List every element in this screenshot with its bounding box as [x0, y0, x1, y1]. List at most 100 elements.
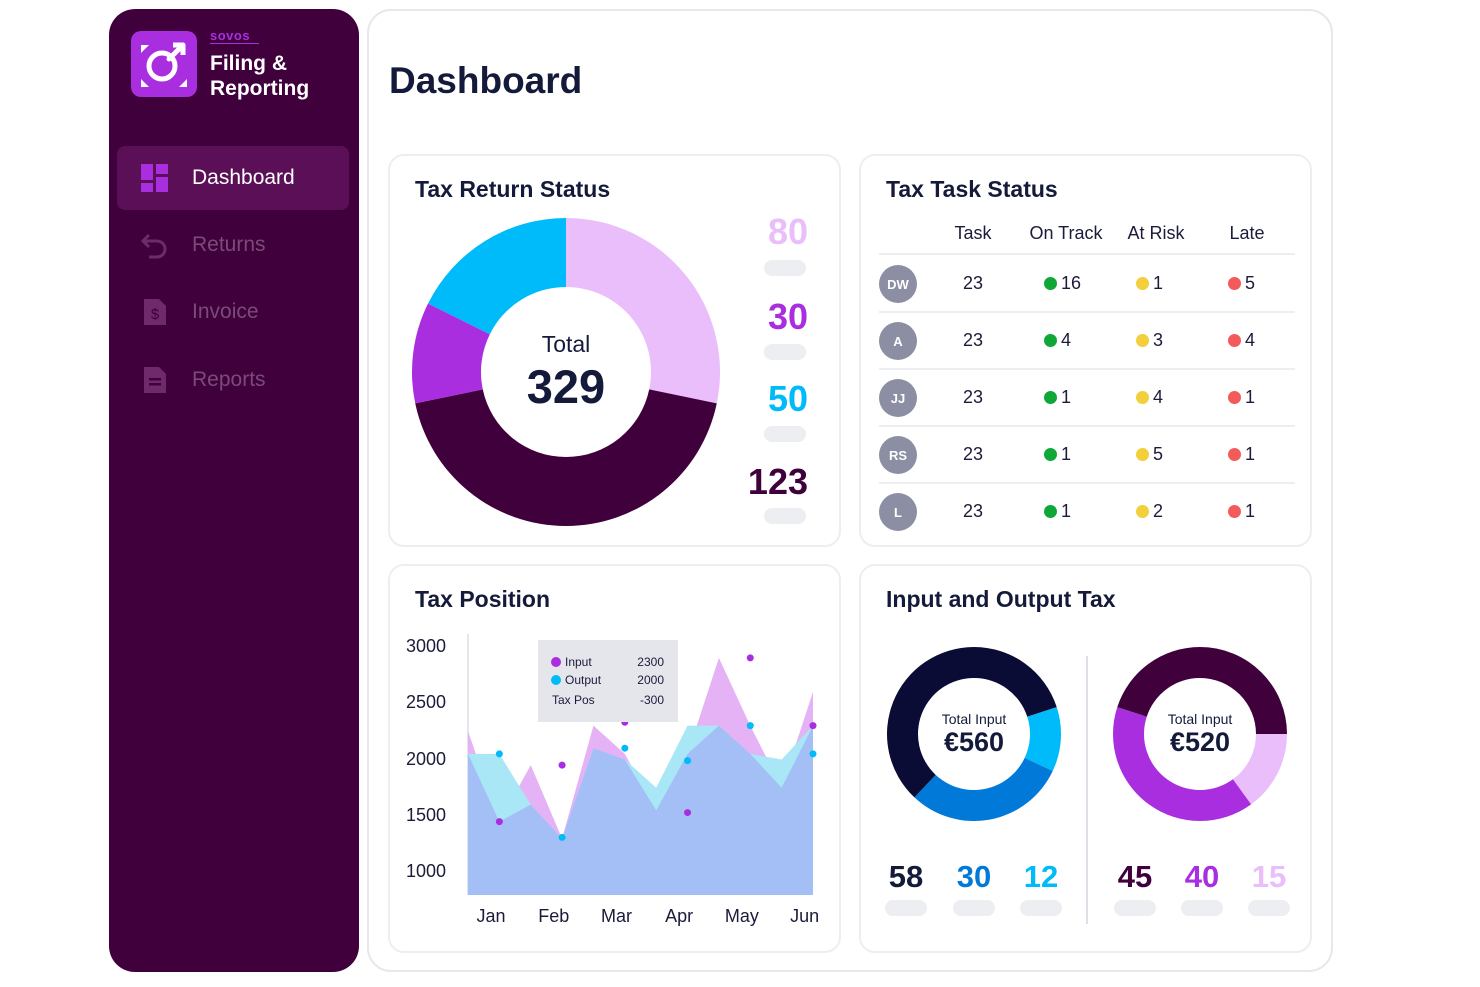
avatar: L: [879, 493, 917, 531]
tooltip-label: Output: [565, 673, 602, 687]
on-track-value: 16: [1061, 273, 1082, 293]
at-risk-value: 3: [1153, 330, 1164, 350]
input-output-donuts: [887, 647, 1287, 924]
late-stat: 1: [1228, 444, 1255, 465]
tooltip-value: -300: [639, 693, 664, 707]
on-track-dot-icon: [1044, 505, 1057, 518]
sidebar-item-reports[interactable]: Reports: [117, 348, 349, 412]
tooltip-row-output: Output: [551, 673, 601, 687]
input-output-tax-card: Input and Output Tax Total Input €560 To…: [859, 564, 1312, 953]
tooltip-label: Tax Pos: [552, 693, 595, 707]
late-dot-icon: [1228, 448, 1241, 461]
segment-value: 15: [1251, 859, 1287, 894]
legend-pill: [1248, 900, 1290, 916]
late-value: 5: [1245, 273, 1256, 293]
late-value: 1: [1245, 501, 1256, 521]
donut-total-value: 329: [526, 360, 606, 413]
return-arrow-icon: [141, 233, 167, 259]
late-stat: 1: [1228, 387, 1255, 408]
legend-pill: [1114, 900, 1156, 916]
data-point-output[interactable]: [558, 833, 566, 841]
legend-pill: [1181, 900, 1223, 916]
data-point-output[interactable]: [621, 744, 629, 752]
late-value: 1: [1245, 387, 1256, 407]
tax-return-donut: [412, 218, 720, 526]
task-count: 23: [962, 273, 984, 293]
donut-slice: [566, 218, 720, 404]
at-risk-dot-icon: [1136, 448, 1149, 461]
data-point-input[interactable]: [495, 818, 503, 826]
data-point-output[interactable]: [809, 750, 817, 758]
task-count: 23: [962, 501, 984, 521]
x-tick-label: Jan: [476, 906, 506, 926]
row-divider: [879, 311, 1295, 313]
segment-value: 45: [1117, 859, 1153, 894]
on-track-dot-icon: [1044, 391, 1057, 404]
donut-slice: [1200, 647, 1287, 734]
tax-task-status-card: Tax Task Status Task On Track At Risk La…: [859, 154, 1312, 547]
data-point-output[interactable]: [684, 757, 692, 765]
column-header-late: Late: [1229, 223, 1265, 243]
late-dot-icon: [1228, 334, 1241, 347]
page-title: Dashboard: [389, 60, 583, 101]
column-header-on-track: On Track: [1029, 223, 1103, 243]
on-track-stat: 1: [1044, 387, 1071, 408]
dashboard-grid-icon: [141, 164, 168, 192]
tooltip-value: 2300: [637, 655, 664, 669]
at-risk-stat: 3: [1136, 330, 1163, 351]
donut-label: Total Input: [1167, 711, 1233, 727]
row-divider: [879, 425, 1295, 427]
legend-pill: [764, 344, 806, 360]
late-stat: 1: [1228, 501, 1255, 522]
card-title: Tax Position: [415, 586, 551, 612]
column-header-at-risk: At Risk: [1127, 223, 1185, 243]
legend-value: 50: [767, 378, 808, 419]
app-logo[interactable]: [131, 31, 197, 97]
at-risk-stat: 1: [1136, 273, 1163, 294]
y-tick-label: 3000: [405, 635, 446, 656]
on-track-value: 4: [1061, 330, 1072, 350]
card-title: Input and Output Tax: [886, 586, 1116, 612]
donut-total-label: Total: [541, 331, 591, 357]
late-stat: 4: [1228, 330, 1255, 351]
data-point-output[interactable]: [746, 722, 754, 730]
legend-pill: [1020, 900, 1062, 916]
logo-mark-icon: [141, 42, 187, 87]
avatar: JJ: [879, 379, 917, 417]
donut-slice: [1117, 647, 1200, 717]
on-track-dot-icon: [1044, 448, 1057, 461]
at-risk-value: 2: [1153, 501, 1164, 521]
on-track-stat: 16: [1044, 273, 1081, 294]
invoice-dollar-icon: $: [144, 299, 166, 325]
on-track-dot-icon: [1044, 277, 1057, 290]
at-risk-stat: 5: [1136, 444, 1163, 465]
segment-value: 58: [888, 859, 924, 894]
tooltip-row-input: Input: [551, 655, 592, 669]
donut-slice: [1232, 734, 1287, 805]
donut-slice: [974, 647, 1057, 717]
data-point-input[interactable]: [684, 809, 692, 817]
at-risk-dot-icon: [1136, 391, 1149, 404]
sidebar-item-dashboard[interactable]: Dashboard: [117, 146, 349, 210]
legend-pill: [885, 900, 927, 916]
card-title: Tax Task Status: [886, 176, 1058, 202]
y-tick-label: 2500: [405, 692, 446, 713]
svg-text:$: $: [151, 306, 160, 323]
sidebar-item-label: Dashboard: [192, 166, 295, 189]
data-point-input[interactable]: [558, 761, 566, 769]
sidebar-item-invoice[interactable]: $ Invoice: [117, 280, 349, 344]
data-point-input[interactable]: [809, 722, 817, 730]
late-value: 1: [1245, 444, 1256, 464]
report-document-icon: [144, 367, 166, 393]
on-track-value: 1: [1061, 444, 1072, 464]
legend-value: 123: [747, 461, 808, 502]
y-tick-label: 2000: [405, 748, 446, 769]
data-point-input[interactable]: [746, 654, 754, 662]
brand-name: sovos: [210, 28, 251, 43]
data-point-output[interactable]: [495, 750, 503, 758]
at-risk-dot-icon: [1136, 505, 1149, 518]
avatar: RS: [879, 436, 917, 474]
sidebar-item-returns[interactable]: Returns: [117, 213, 349, 277]
donut-value: €520: [1169, 727, 1231, 757]
tax-return-status-card: Tax Return Status Total 329 80 30 50 123: [388, 154, 841, 547]
